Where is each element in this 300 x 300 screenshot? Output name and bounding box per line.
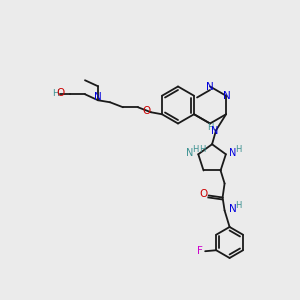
Text: O: O xyxy=(143,106,151,116)
Text: H: H xyxy=(236,201,242,210)
Text: N: N xyxy=(186,148,193,158)
Text: N: N xyxy=(229,205,236,214)
Text: O: O xyxy=(57,88,65,98)
Text: H: H xyxy=(235,145,241,154)
Text: N: N xyxy=(229,148,236,158)
Text: H: H xyxy=(52,89,59,98)
Text: O: O xyxy=(200,190,208,200)
Text: H: H xyxy=(199,145,206,154)
Text: H: H xyxy=(192,145,199,154)
Text: N: N xyxy=(212,126,219,136)
Text: N: N xyxy=(223,91,231,101)
Text: N: N xyxy=(94,92,102,102)
Text: F: F xyxy=(197,246,203,256)
Text: H: H xyxy=(207,123,213,132)
Text: N: N xyxy=(206,82,214,92)
